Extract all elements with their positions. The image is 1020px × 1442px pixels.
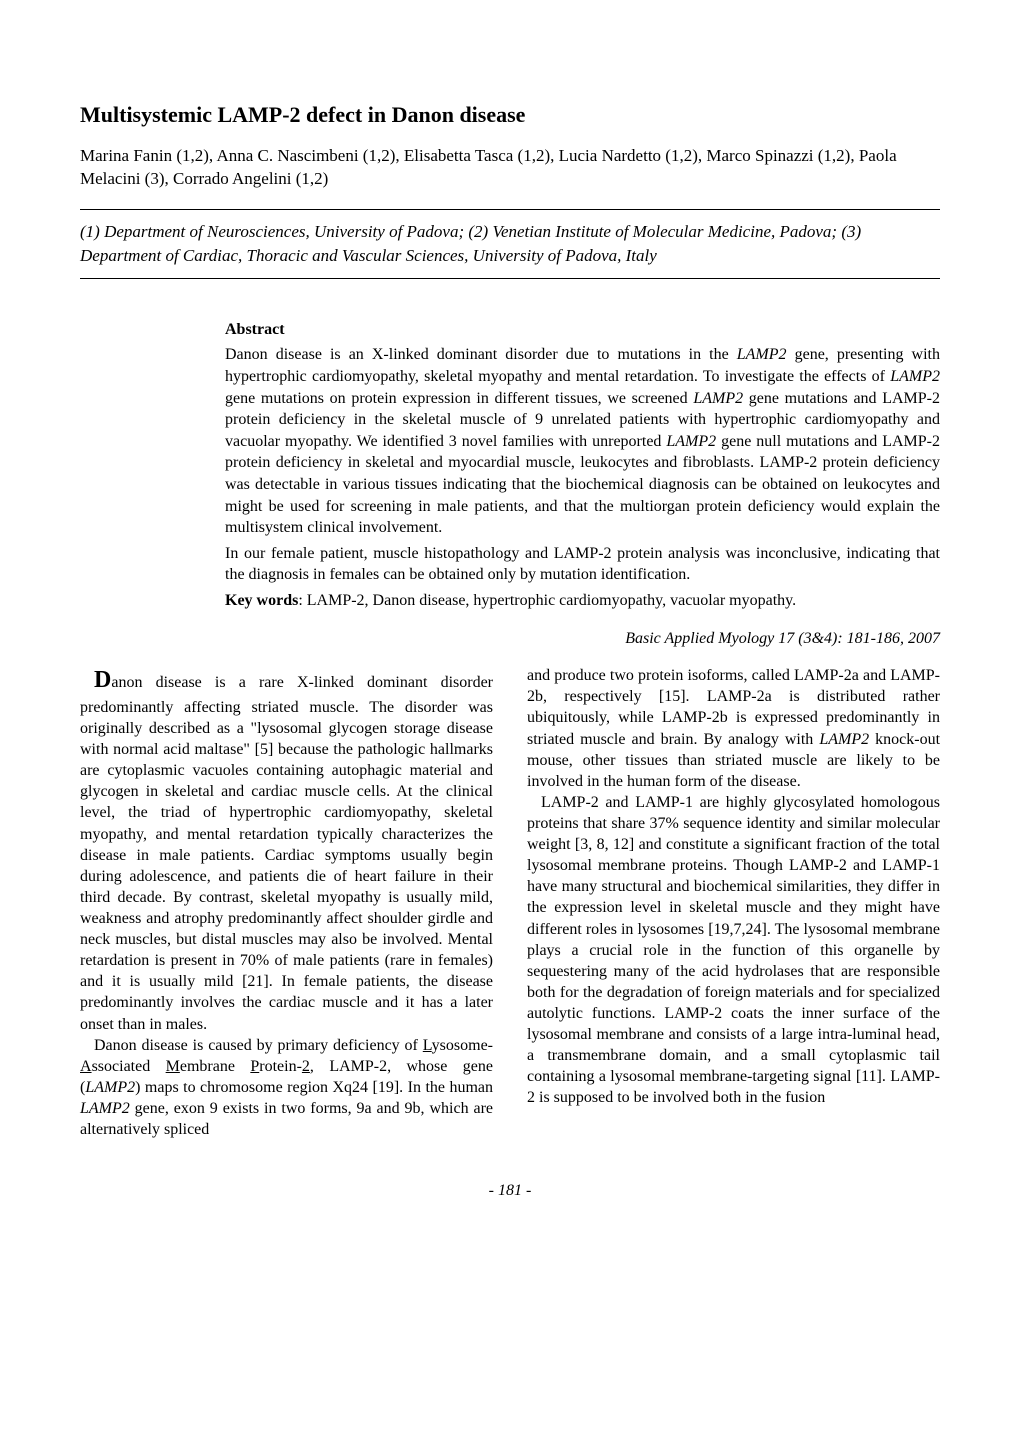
abstract-para-1: Danon disease is an X-linked dominant di… bbox=[225, 344, 940, 538]
citation: Basic Applied Myology 17 (3&4): 181-186,… bbox=[80, 628, 940, 650]
body-para-4: LAMP-2 and LAMP-1 are highly glycosylate… bbox=[527, 792, 940, 1109]
divider-top bbox=[80, 209, 940, 210]
body-para-2: Danon disease is caused by primary defic… bbox=[80, 1035, 493, 1141]
column-left: Danon disease is a rare X-linked dominan… bbox=[80, 665, 493, 1140]
page-number: - 181 - bbox=[80, 1180, 940, 1202]
article-title: Multisystemic LAMP-2 defect in Danon dis… bbox=[80, 100, 940, 130]
abstract-para-2: In our female patient, muscle histopatho… bbox=[225, 543, 940, 586]
keywords-line: Key words: LAMP-2, Danon disease, hypert… bbox=[225, 590, 940, 612]
abstract-section: Abstract Danon disease is an X-linked do… bbox=[225, 319, 940, 612]
abstract-heading: Abstract bbox=[225, 319, 940, 341]
abstract-body: Danon disease is an X-linked dominant di… bbox=[225, 344, 940, 586]
divider-bottom bbox=[80, 278, 940, 279]
authors-list: Marina Fanin (1,2), Anna C. Nascimbeni (… bbox=[80, 144, 940, 192]
dropcap: D bbox=[94, 667, 111, 693]
affiliations: (1) Department of Neurosciences, Univers… bbox=[80, 220, 940, 268]
body-para-3: and produce two protein isoforms, called… bbox=[527, 665, 940, 792]
keywords-label: Key words bbox=[225, 592, 298, 609]
body-para-1: Danon disease is a rare X-linked dominan… bbox=[80, 665, 493, 1034]
column-right: and produce two protein isoforms, called… bbox=[527, 665, 940, 1140]
body-columns: Danon disease is a rare X-linked dominan… bbox=[80, 665, 940, 1140]
keywords-text: : LAMP-2, Danon disease, hypertrophic ca… bbox=[298, 592, 796, 609]
